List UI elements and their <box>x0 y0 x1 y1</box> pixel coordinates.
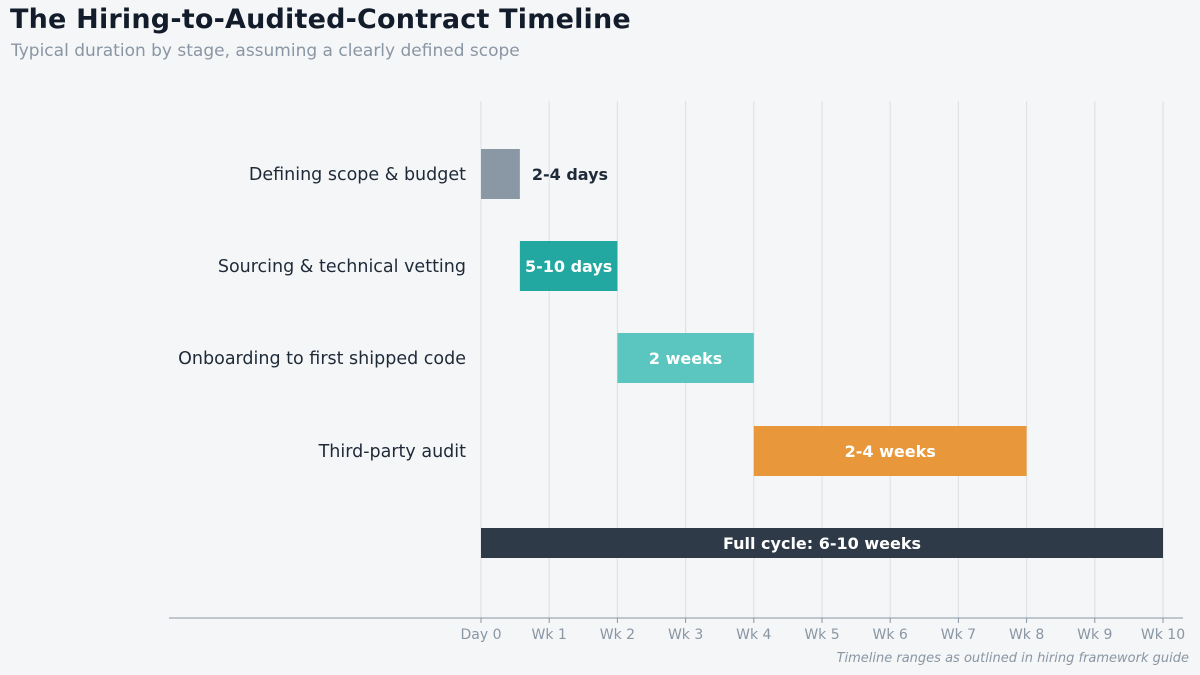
x-tick-label: Day 0 <box>460 627 501 643</box>
task-bar <box>519 241 618 291</box>
duration-label: 2 weeks <box>649 349 722 368</box>
x-tick-label: Wk 5 <box>804 627 839 643</box>
x-tick-label: Wk 7 <box>941 627 976 643</box>
task-bar <box>617 333 754 383</box>
task-bar <box>481 149 520 199</box>
task-label: Sourcing & technical vetting <box>218 257 466 277</box>
x-tick-label: Wk 2 <box>600 627 635 643</box>
full-cycle-bar <box>481 528 1163 558</box>
duration-label: 2-4 days <box>532 165 608 184</box>
x-tick-label: Wk 1 <box>532 627 567 643</box>
task-label: Third-party audit <box>318 442 467 462</box>
x-tick-label: Wk 10 <box>1141 627 1185 643</box>
x-tick-label: Wk 4 <box>736 627 771 643</box>
duration-label: 2-4 weeks <box>845 442 936 461</box>
chart-footnote: Timeline ranges as outlined in hiring fr… <box>836 651 1189 666</box>
task-label: Defining scope & budget <box>249 165 466 185</box>
x-tick-label: Wk 8 <box>1009 627 1044 643</box>
duration-label: 5-10 days <box>525 257 612 276</box>
chart-subtitle: Typical duration by stage, assuming a cl… <box>11 41 520 61</box>
chart-title: The Hiring-to-Audited-Contract Timeline <box>10 4 631 35</box>
task-bar <box>753 426 1027 476</box>
task-label: Onboarding to first shipped code <box>178 349 466 369</box>
x-tick-label: Wk 6 <box>873 627 908 643</box>
x-tick-label: Wk 3 <box>668 627 703 643</box>
full-cycle-label: Full cycle: 6-10 weeks <box>723 534 921 553</box>
x-tick-label: Wk 9 <box>1077 627 1112 643</box>
